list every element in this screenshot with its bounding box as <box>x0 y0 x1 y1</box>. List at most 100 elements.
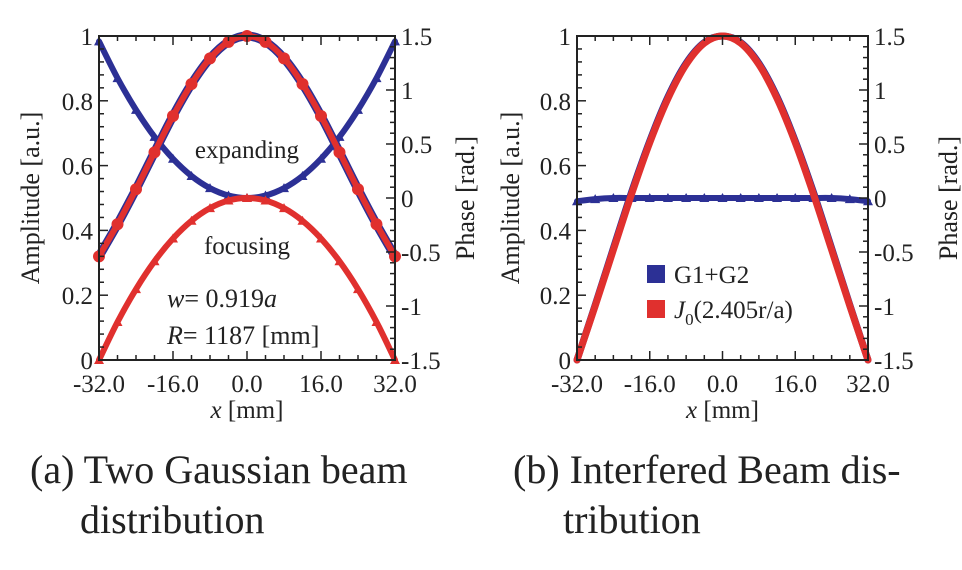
data-point <box>130 183 142 196</box>
data-point <box>717 193 728 202</box>
x-tick-label: 16.0 <box>299 371 343 398</box>
data-point <box>316 153 326 163</box>
y-tick-label: 0.6 <box>62 154 93 181</box>
data-point <box>826 193 837 202</box>
y2-tick-label: -1.5 <box>401 348 441 375</box>
data-point <box>186 215 197 225</box>
data-point <box>112 73 123 83</box>
data-point <box>168 233 178 243</box>
annotation-waist: w= 0.919a <box>167 284 277 313</box>
y-tick-label: 1 <box>81 24 94 51</box>
annotation-expanding: expanding <box>195 137 300 164</box>
data-point <box>279 203 289 213</box>
y2-axis-label: Phase [rad.] <box>934 136 962 260</box>
y2-axis-label: Phase [rad.] <box>451 136 480 260</box>
caption-b-line1: (b) Interfered Beam dis- <box>513 447 901 492</box>
x-axis-label-unit: [mm] <box>222 397 284 424</box>
data-point <box>353 104 363 114</box>
x-axis-label-unit: [mm] <box>697 397 759 424</box>
x-tick-label: 0.0 <box>231 371 262 398</box>
legend-j-main: J <box>674 297 687 324</box>
y-tick-label: 0.4 <box>540 218 572 245</box>
y-tick-label: 0.8 <box>62 89 93 116</box>
data-point <box>131 284 141 294</box>
y-tick-label: 0.8 <box>540 89 571 116</box>
data-point <box>111 218 124 231</box>
y2-tick-label: -1 <box>874 294 895 321</box>
data-point <box>278 52 290 65</box>
y2-tick-label: -1.5 <box>874 348 914 375</box>
legend-label-g1g2: G1+G2 <box>674 262 749 289</box>
x-tick-label: -32.0 <box>73 371 125 398</box>
x-tick-label: 32.0 <box>846 371 890 398</box>
data-point <box>296 77 309 90</box>
y-tick-label: 0.2 <box>540 283 571 310</box>
data-point <box>662 193 673 202</box>
data-point <box>334 256 345 266</box>
data-point <box>315 110 327 123</box>
data-point <box>790 193 801 202</box>
x-axis-label: x [mm] <box>685 397 759 424</box>
data-point <box>371 73 382 83</box>
data-point <box>370 218 383 231</box>
annotation-R-var: R <box>166 321 183 350</box>
x-tick-label: -32.0 <box>551 371 603 398</box>
y2-tick-label: -0.5 <box>401 240 441 267</box>
y-axis-label: Amplitude [a.u.] <box>16 112 45 285</box>
y-tick-label: 0 <box>559 348 572 375</box>
y2-tick-label: 1 <box>401 78 414 105</box>
data-point <box>131 104 141 114</box>
data-point <box>353 284 363 294</box>
y-tick-label: 0 <box>81 348 94 375</box>
data-point <box>844 194 855 204</box>
data-point <box>186 170 197 180</box>
data-point <box>148 146 161 159</box>
data-point <box>772 193 783 202</box>
data-point <box>223 195 234 205</box>
data-point <box>259 35 272 48</box>
data-point <box>185 77 198 90</box>
data-point <box>168 153 178 163</box>
y-axis-label: Amplitude [a.u.] <box>496 112 525 285</box>
x-axis-label-var: x <box>210 397 222 424</box>
data-point <box>699 193 710 202</box>
data-point <box>297 215 308 225</box>
caption-a-line2: distribution <box>80 497 265 542</box>
x-tick-label: 32.0 <box>373 371 417 398</box>
data-point <box>644 193 655 202</box>
y2-tick-label: 0 <box>401 186 414 213</box>
chart-a: -32.0 -16.0 0.0 16.0 32.0 0 0.2 0.4 0.6 0.8 1 -1.5 -… <box>16 24 480 424</box>
data-point <box>371 316 382 326</box>
chart-b: -32.0 -16.0 0.0 16.0 32.0 0 0.2 0.4 0.6 0.8 1 -1.5 -… <box>496 24 962 424</box>
annotation-w-var: w <box>167 284 185 313</box>
y-tick-label: 0.6 <box>540 154 571 181</box>
data-point <box>112 316 123 326</box>
data-point <box>753 193 764 202</box>
x-tick-label: 16.0 <box>773 371 817 398</box>
data-point <box>260 195 271 205</box>
legend-swatch-j0 <box>647 300 665 318</box>
y2-tick-label: 0 <box>874 186 887 213</box>
annotation-focusing: focusing <box>204 233 291 260</box>
y2-tick-label: 1 <box>874 78 887 105</box>
legend: G1+G2 J0(2.405r/a) <box>647 262 793 329</box>
legend-j-sub: 0 <box>685 310 694 329</box>
data-point <box>205 203 215 213</box>
data-point <box>149 256 160 266</box>
x-axis-label: x [mm] <box>210 397 284 424</box>
y2-tick-label: 1.5 <box>401 24 432 51</box>
data-point <box>735 193 746 202</box>
data-point <box>297 170 308 180</box>
y2-tick-label: -1 <box>401 294 422 321</box>
x-tick-label: -16.0 <box>624 371 676 398</box>
data-point <box>590 194 601 204</box>
caption-b-line2: tribution <box>563 497 701 542</box>
annotation-R-value: = 1187 [mm] <box>183 321 319 350</box>
data-point <box>204 52 216 65</box>
legend-swatch-g1g2 <box>647 265 665 283</box>
x-tick-label: -16.0 <box>147 371 199 398</box>
legend-label-j0: J0(2.405r/a) <box>674 297 793 329</box>
y-tick-label: 0.2 <box>62 283 93 310</box>
y2-tick-label: -0.5 <box>874 240 914 267</box>
